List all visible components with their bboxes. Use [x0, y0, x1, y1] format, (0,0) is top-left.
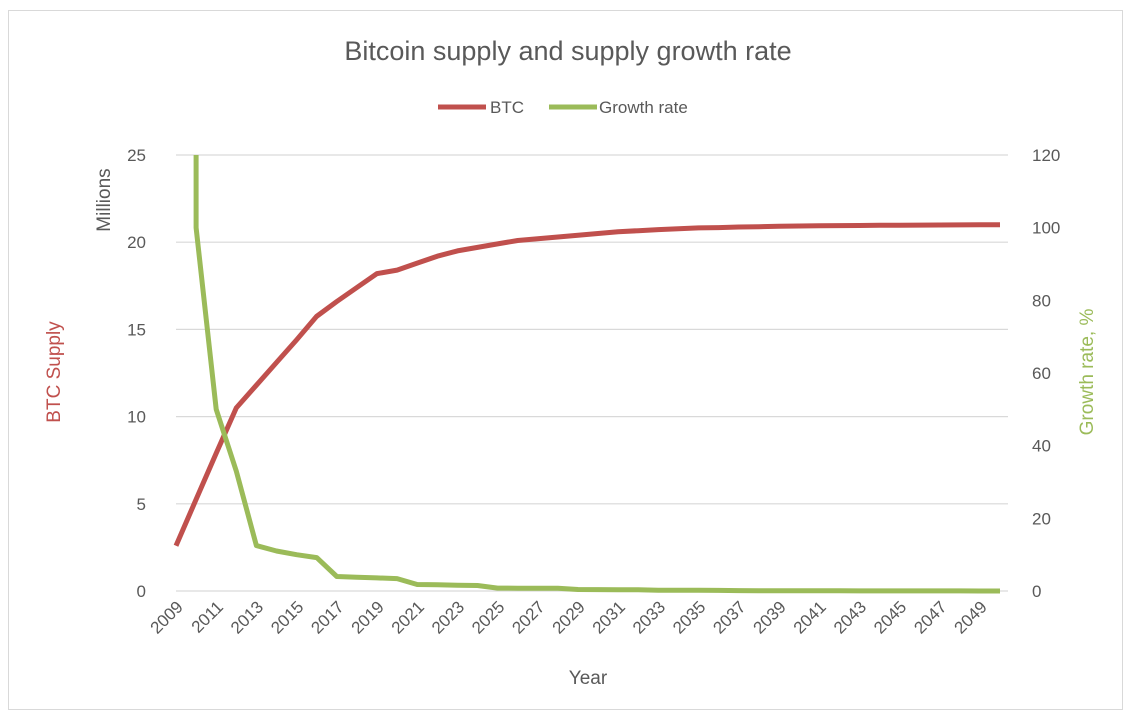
y-left-tick-label: 10 — [127, 408, 146, 427]
legend: BTC Growth rate — [438, 98, 688, 117]
series-line-growth-rate — [193, 155, 1000, 594]
x-tick-label: 2035 — [669, 597, 709, 637]
y-right-tick-label: 100 — [1032, 219, 1060, 238]
y-axis-right-title: Growth rate, % — [1077, 309, 1098, 436]
y-left-tick-label: 25 — [127, 146, 146, 165]
gridlines — [176, 154, 1008, 592]
x-tick-label: 2031 — [589, 597, 629, 637]
y-axis-left-ticks: 0 5 10 15 20 25 — [127, 146, 146, 601]
y-left-tick-label: 0 — [137, 582, 146, 601]
y-right-tick-label: 20 — [1032, 509, 1051, 528]
x-axis-title: Year — [569, 668, 608, 689]
x-tick-label: 2041 — [790, 597, 830, 637]
x-tick-label: 2011 — [188, 597, 227, 636]
y-left-tick-label: 15 — [127, 320, 146, 339]
series-line-btc — [173, 222, 1000, 547]
x-tick-label: 2019 — [348, 597, 388, 637]
y-axis-right-ticks: 0 20 40 60 80 100 120 — [1032, 146, 1060, 601]
x-tick-label: 2047 — [910, 597, 950, 637]
x-tick-label: 2029 — [549, 597, 589, 637]
x-tick-label: 2049 — [951, 597, 991, 637]
x-tick-label: 2043 — [830, 597, 870, 637]
y-left-tick-label: 20 — [127, 233, 146, 252]
x-tick-label: 2009 — [147, 597, 187, 637]
x-axis-ticks: 2009 2011 2013 2015 2017 2019 2021 2023 2025 2027… — [147, 597, 991, 637]
y-right-tick-label: 120 — [1032, 146, 1060, 165]
x-tick-label: 2033 — [629, 597, 669, 637]
x-tick-label: 2015 — [267, 597, 307, 637]
x-tick-label: 2039 — [750, 597, 790, 637]
x-tick-label: 2045 — [870, 597, 910, 637]
legend-label-btc: BTC — [490, 98, 524, 117]
legend-label-growth: Growth rate — [599, 98, 688, 117]
chart-title: Bitcoin supply and supply growth rate — [344, 36, 791, 66]
series-lines — [173, 155, 1000, 594]
y-axis-left-unit: Millions — [94, 168, 115, 231]
x-tick-label: 2021 — [388, 597, 428, 637]
y-axis-left-title: BTC Supply — [44, 321, 65, 423]
x-tick-label: 2023 — [428, 597, 468, 637]
x-tick-label: 2017 — [307, 597, 347, 637]
x-tick-label: 2013 — [227, 597, 267, 637]
x-tick-label: 2025 — [468, 597, 508, 637]
y-right-tick-label: 60 — [1032, 364, 1051, 383]
y-left-tick-label: 5 — [137, 495, 146, 514]
y-right-tick-label: 40 — [1032, 437, 1051, 456]
x-tick-label: 2037 — [709, 597, 749, 637]
y-right-tick-label: 80 — [1032, 291, 1051, 310]
y-right-tick-label: 0 — [1032, 582, 1041, 601]
x-tick-label: 2027 — [508, 597, 548, 637]
